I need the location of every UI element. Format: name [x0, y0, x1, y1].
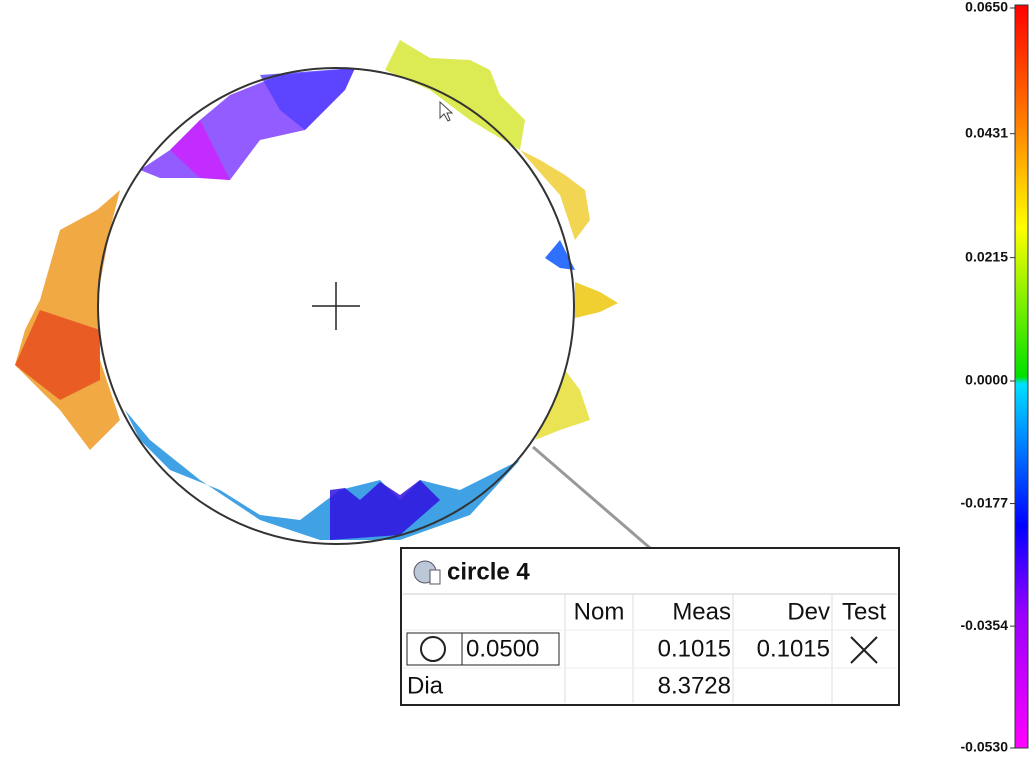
- column-header: Nom: [574, 598, 625, 625]
- leader-line: [532, 445, 651, 550]
- scale-label: 0.0215: [965, 248, 1008, 264]
- scale-label: 0.0431: [965, 124, 1008, 140]
- column-header: Test: [842, 598, 886, 625]
- size: 8.3728: [658, 672, 731, 699]
- callout: circle 4 Nom Meas Dev Test 0.0500 0.1015…: [400, 547, 900, 706]
- deviation: 0.1015: [757, 635, 830, 662]
- scale-label: 0.0000: [965, 372, 1008, 388]
- feature-name: circle 4: [447, 558, 530, 585]
- column-header: Dev: [787, 598, 830, 625]
- dimension-label: Dia: [407, 672, 444, 699]
- deviation-plot: [15, 40, 618, 545]
- column-header: Meas: [672, 598, 731, 625]
- color-bar: [1014, 4, 1029, 749]
- tolerance: 0.0500: [466, 635, 539, 662]
- scale-label: -0.0530: [961, 739, 1009, 755]
- scale-label: -0.0177: [961, 494, 1009, 510]
- measured: 0.1015: [658, 635, 731, 662]
- scale-label: 0.0650: [965, 0, 1008, 15]
- scale-label: -0.0354: [961, 617, 1009, 633]
